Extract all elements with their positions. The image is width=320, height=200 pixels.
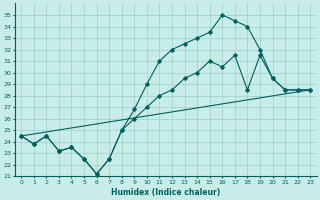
X-axis label: Humidex (Indice chaleur): Humidex (Indice chaleur) <box>111 188 220 197</box>
